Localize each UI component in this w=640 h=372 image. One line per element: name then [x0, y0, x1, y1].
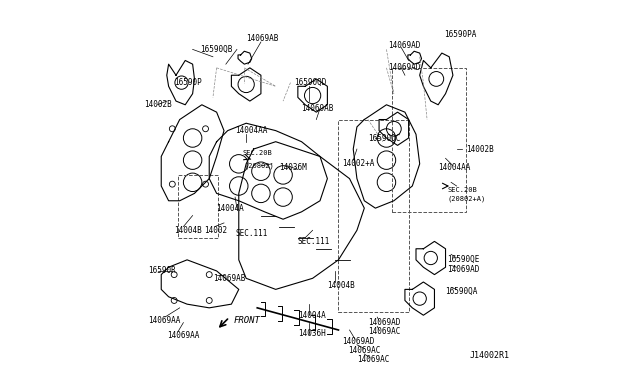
Text: 14069AB: 14069AB	[246, 34, 278, 43]
Text: 16590QE: 16590QE	[447, 255, 480, 264]
Text: 14004AA: 14004AA	[235, 126, 268, 135]
Text: 14036M: 14036M	[280, 163, 307, 172]
Text: 14069AA: 14069AA	[167, 331, 199, 340]
Text: 14002B: 14002B	[145, 100, 172, 109]
Text: 16590QD: 16590QD	[294, 78, 326, 87]
Text: 14069AA: 14069AA	[148, 316, 180, 325]
Text: (20802): (20802)	[244, 163, 274, 169]
Text: 14069AC: 14069AC	[368, 327, 401, 336]
Text: SEC.111: SEC.111	[298, 237, 330, 246]
Text: 14036H: 14036H	[298, 329, 326, 338]
Text: 14004A: 14004A	[298, 311, 326, 320]
Text: 14004A: 14004A	[216, 203, 244, 213]
Text: FRONT: FRONT	[233, 316, 260, 325]
Bar	[178, 175, 218, 238]
Text: 16590P: 16590P	[174, 78, 202, 87]
Text: 16590QA: 16590QA	[445, 287, 478, 296]
Text: 16590R: 16590R	[148, 266, 176, 275]
Text: SEC.20B: SEC.20B	[243, 150, 272, 156]
Text: 14069AC: 14069AC	[348, 346, 380, 355]
Text: (20802+A): (20802+A)	[447, 196, 486, 202]
Text: 14069AB: 14069AB	[301, 104, 334, 113]
Text: 14004AA: 14004AA	[438, 163, 470, 172]
Text: 14069AD: 14069AD	[388, 63, 420, 72]
Text: 14069AD: 14069AD	[388, 41, 420, 50]
Text: 14069AD: 14069AD	[447, 264, 480, 273]
Text: SEC.111: SEC.111	[235, 230, 268, 238]
Text: 14002B: 14002B	[466, 145, 493, 154]
Text: SEC.20B: SEC.20B	[447, 187, 477, 193]
Text: 14069AD: 14069AD	[368, 318, 401, 327]
Text: 16590QC: 16590QC	[368, 134, 401, 142]
Text: 14069AB: 14069AB	[213, 274, 245, 283]
Text: 16590QB: 16590QB	[200, 45, 232, 54]
Text: 16590PA: 16590PA	[444, 30, 476, 39]
Text: J14002R1: J14002R1	[470, 351, 509, 360]
Text: 14004B: 14004B	[174, 226, 202, 235]
Text: 14002+A: 14002+A	[342, 159, 374, 169]
Text: 14069AC: 14069AC	[357, 355, 389, 364]
Text: 14002: 14002	[204, 226, 227, 235]
Bar	[392, 68, 466, 212]
Bar	[339, 119, 408, 311]
Text: 14004B: 14004B	[328, 281, 355, 290]
Text: 14069AD: 14069AD	[342, 337, 374, 346]
